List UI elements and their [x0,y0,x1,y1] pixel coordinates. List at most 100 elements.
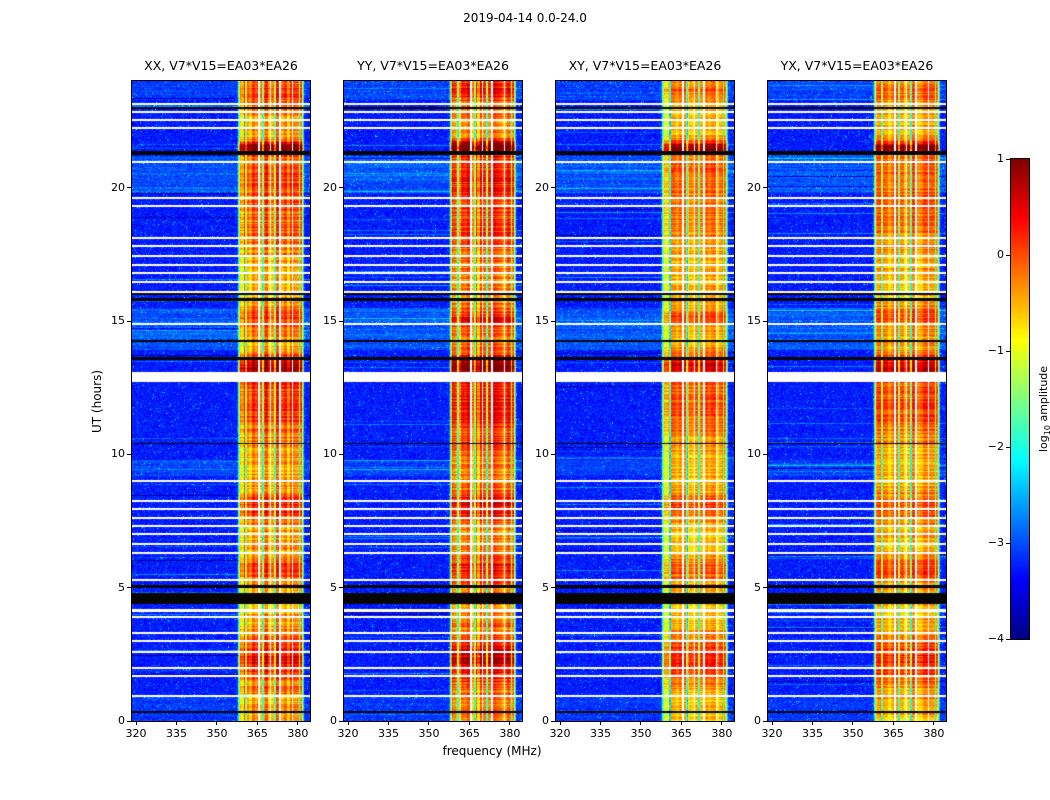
x-tick-mark [600,721,601,725]
colorbar-tick-mark [1006,254,1010,256]
y-tick-mark [763,720,767,722]
x-tick-label: 380 [923,727,945,740]
y-tick-mark [551,320,555,322]
y-tick-label: 20 [535,180,549,194]
y-tick-label: 20 [323,180,337,194]
y-tick-mark [127,587,131,589]
colorbar-label-post: amplitude [1037,365,1050,426]
x-tick-label: 365 [882,727,904,740]
y-tick-mark [551,720,555,722]
x-tick-label: 380 [287,727,309,740]
x-tick-label: 335 [166,727,187,740]
colorbar-tick-label: 1 [997,152,1004,165]
colorbar-label: log10 amplitude [1037,366,1050,452]
y-tick-label: 10 [535,447,549,461]
spectrogram-canvas-yy [344,81,522,721]
x-tick-label: 350 [630,727,652,740]
colorbar-tick-label: −4 [987,632,1004,645]
spectrogram-canvas-xx [132,81,310,721]
x-tick-mark [771,721,773,725]
y-tick-label: 20 [111,180,125,194]
y-tick-mark [339,453,343,455]
x-tick-mark [388,721,389,725]
x-tick-mark [852,721,854,725]
x-tick-label: 365 [246,727,268,740]
x-tick-mark [933,721,935,725]
y-tick-label: 0 [118,714,125,727]
panel-title-xx: XX, V7*V15=EA03*EA26 [144,58,298,73]
x-tick-mark [680,721,682,725]
y-tick-mark [127,187,131,189]
x-tick-label: 320 [761,727,783,740]
colorbar-tick-mark [1006,158,1010,160]
spectrogram-panel-yy: YY, V7*V15=EA03*EA26 320 335 350 365 380 0 5 10… [323,58,523,740]
y-tick-mark [339,187,343,189]
y-tick-label: 0 [542,714,549,727]
y-tick-label: 15 [323,314,337,327]
x-tick-mark [509,721,511,725]
colorbar-tick-mark [1006,542,1010,544]
x-tick-label: 350 [842,727,864,740]
spectrogram-canvas-xy [556,81,734,721]
spectrogram-panel-yx: YX, V7*V15=EA03*EA26 320 335 350 365 380 0 5 10… [747,58,947,740]
x-tick-mark [297,721,299,725]
x-tick-label: 320 [549,727,571,740]
y-tick-mark [551,187,555,189]
x-tick-label: 335 [378,727,399,740]
x-axis-label: frequency (MHz) [442,744,542,758]
panel-title-xy: XY, V7*V15=EA03*EA26 [568,58,722,73]
colorbar-tick-label: −3 [987,536,1004,549]
x-tick-label: 335 [802,727,823,740]
y-tick-mark [763,187,767,189]
x-tick-mark [721,721,723,725]
x-tick-mark [256,721,258,725]
y-tick-label: 0 [754,714,761,727]
y-tick-label: 15 [535,314,549,327]
colorbar-tick-mark [1006,446,1010,448]
colorbar-tick-mark [1006,350,1010,352]
y-tick-label: 0 [330,714,337,727]
y-tick-label: 5 [118,580,125,594]
x-tick-mark [216,721,218,725]
x-tick-label: 380 [711,727,733,740]
x-tick-label: 350 [206,727,228,740]
y-tick-label: 10 [747,447,761,461]
y-tick-label: 20 [747,180,761,194]
figure-title: 2019-04-14 0.0-24.0 [463,11,587,25]
colorbar-tick-label: 0 [997,248,1004,261]
x-tick-label: 365 [670,727,692,740]
x-tick-label: 380 [499,727,521,740]
colorbar-label-sub: 10 [1043,425,1050,436]
x-tick-mark [559,721,561,725]
y-tick-mark [339,320,343,322]
x-tick-mark [428,721,430,725]
y-tick-mark [551,587,555,589]
colorbar-tick-mark [1006,638,1010,640]
x-tick-mark [892,721,894,725]
x-tick-label: 320 [125,727,147,740]
y-tick-mark [127,720,131,722]
y-tick-mark [339,720,343,722]
x-tick-mark [468,721,470,725]
y-tick-mark [763,453,767,455]
panel-title-yy: YY, V7*V15=EA03*EA26 [357,58,509,73]
x-tick-label: 350 [418,727,440,740]
x-tick-label: 365 [458,727,480,740]
colorbar-label-pre: log [1037,435,1050,452]
y-tick-mark [127,453,131,455]
y-tick-mark [339,587,343,589]
colorbar: 1 0 −1 −2 −3 −4 [988,152,1030,645]
spectrogram-panel-xy: XY, V7*V15=EA03*EA26 320 335 350 365 380 0 5 10… [535,58,735,740]
colorbar-tick-label: −1 [987,344,1004,357]
y-tick-label: 5 [330,580,337,594]
spectrogram-panel-xx: XX, V7*V15=EA03*EA26 320 335 350 365 380 0 5 10… [111,58,311,740]
y-tick-label: 15 [111,314,125,327]
y-tick-label: 10 [323,447,337,461]
x-tick-mark [812,721,813,725]
y-tick-mark [763,587,767,589]
x-tick-mark [640,721,642,725]
y-tick-label: 15 [747,314,761,327]
y-tick-label: 5 [754,580,761,594]
x-tick-mark [347,721,349,725]
